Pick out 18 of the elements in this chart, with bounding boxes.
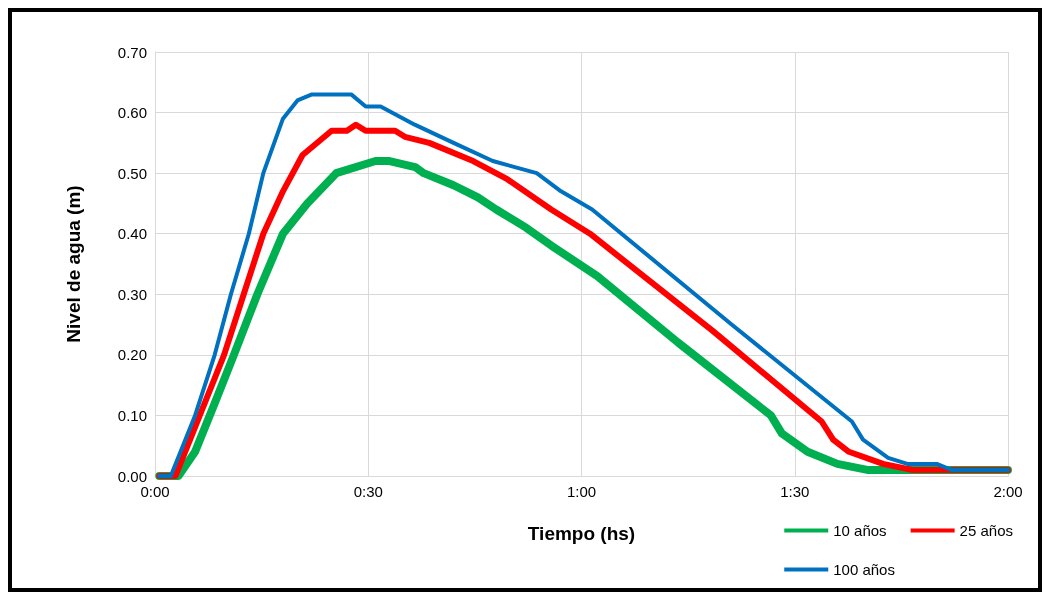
y-tick-label: 0.00	[117, 467, 147, 485]
legend-label: 10 años	[833, 522, 887, 539]
legend-label: 100 años	[833, 561, 895, 578]
x-tick-label: 0:30	[353, 483, 383, 500]
y-tick-label: 0.30	[117, 285, 147, 303]
x-tick-label: 2:00	[993, 483, 1023, 500]
y-tick-label: 0.40	[117, 225, 147, 243]
x-tick-label: 0:00	[140, 483, 170, 500]
y-tick-label: 0.20	[117, 346, 147, 364]
y-tick-label: 0.70	[117, 43, 147, 61]
x-tick-label: 1:00	[566, 483, 597, 500]
y-tick-label: 0.10	[117, 406, 147, 424]
y-axis-title: Nivel de agua (m)	[63, 185, 84, 343]
x-axis-title: Tiempo (hs)	[527, 523, 636, 544]
y-tick-label: 0.60	[117, 104, 147, 122]
y-tick-label: 0.50	[117, 164, 147, 182]
legend-label: 25 años	[959, 522, 1014, 539]
x-tick-label: 1:30	[780, 483, 810, 500]
